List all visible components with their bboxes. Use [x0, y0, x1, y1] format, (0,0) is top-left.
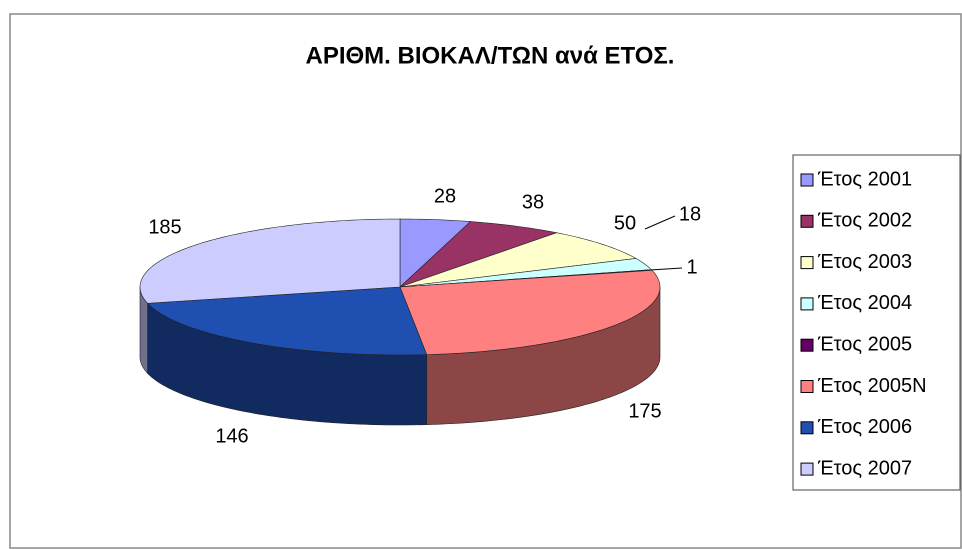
pie-slice [399, 232, 637, 288]
pie-slice [399, 221, 558, 288]
data-label: 38 [522, 191, 544, 213]
legend-swatch [800, 462, 814, 476]
pie-slice [139, 218, 401, 304]
legend-label: Έτος 2003 [817, 251, 912, 273]
pie-slice [399, 218, 472, 288]
legend-swatch [800, 173, 814, 187]
pie-slice [399, 258, 653, 288]
legend-swatch [800, 256, 814, 270]
legend-label: Έτος 2007 [817, 457, 912, 479]
legend-swatch [800, 297, 814, 311]
data-label: 1 [686, 256, 697, 278]
data-label: 146 [215, 425, 248, 447]
pie-slice [399, 270, 661, 355]
legend-label: Έτος 2001 [817, 168, 912, 190]
data-label: 185 [148, 216, 181, 238]
chart-title: ΑΡΙΘΜ. ΒΙΟΚΑΛ/ΤΩΝ ανά ΕΤΟΣ. [306, 42, 675, 69]
data-label: 18 [679, 203, 701, 225]
data-label: 28 [434, 185, 456, 207]
legend-label: Έτος 2005N [817, 375, 927, 397]
data-label: 50 [614, 212, 636, 234]
legend-swatch [800, 421, 814, 435]
leader-line [644, 215, 676, 230]
legend-label: Έτος 2004 [817, 292, 912, 314]
legend-label: Έτος 2002 [817, 210, 912, 232]
legend-label: Έτος 2005 [817, 333, 912, 355]
legend-swatch [800, 338, 814, 352]
leader-line [649, 267, 683, 271]
pie-slice [146, 286, 428, 356]
data-label: 175 [628, 400, 661, 422]
legend-label: Έτος 2006 [817, 416, 912, 438]
legend-swatch [800, 380, 814, 393]
legend-box [792, 154, 961, 491]
legend-swatch [800, 214, 814, 228]
